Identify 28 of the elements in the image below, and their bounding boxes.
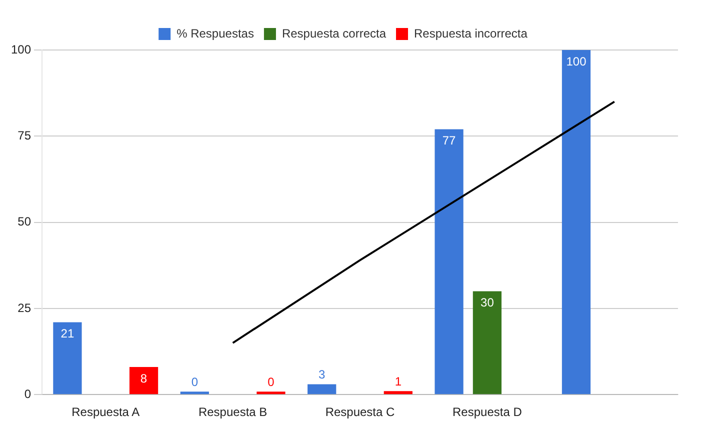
- x-tick-label: Respuesta C: [325, 405, 396, 420]
- y-tick-label: 75: [18, 128, 32, 142]
- y-tick-label: 50: [18, 214, 32, 229]
- legend-label: % Respuestas: [176, 26, 254, 40]
- data-label: 30: [480, 296, 494, 310]
- legend-label: Respuesta correcta: [282, 26, 386, 40]
- x-tick-label: Respuesta B: [198, 405, 268, 420]
- data-label: 1: [394, 374, 402, 388]
- bar: [129, 367, 158, 394]
- x-tick-label: Respuesta D: [452, 405, 522, 420]
- y-tick-label: 100: [10, 42, 32, 56]
- y-tick-label: 25: [18, 300, 32, 315]
- bar: [434, 129, 464, 394]
- data-label: 8: [140, 371, 148, 386]
- data-label: 0: [268, 374, 275, 389]
- data-label: 0: [191, 374, 198, 389]
- bar: [308, 384, 336, 394]
- x-tick-label: Respuesta A: [72, 405, 140, 420]
- bar: [562, 50, 591, 394]
- data-label: 77: [442, 134, 456, 148]
- data-label: 100: [566, 54, 587, 68]
- legend-label: Respuesta incorrecta: [414, 26, 528, 40]
- bar: [384, 391, 412, 394]
- y-tick-label: 0: [24, 386, 32, 401]
- data-label: 3: [318, 368, 326, 382]
- bar: [53, 322, 82, 394]
- data-label: 21: [60, 326, 74, 341]
- bar: [472, 291, 502, 394]
